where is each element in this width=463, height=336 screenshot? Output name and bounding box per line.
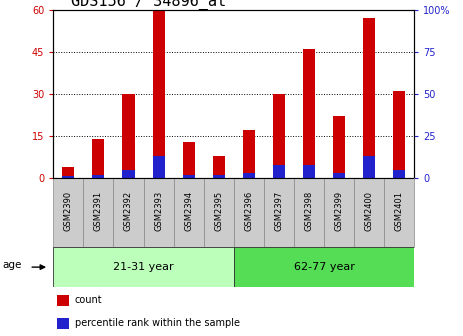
Bar — [273, 165, 285, 178]
Bar — [234, 247, 414, 287]
Bar — [53, 247, 234, 287]
Bar — [273, 94, 285, 178]
Bar — [354, 178, 384, 247]
Bar — [63, 167, 75, 178]
Bar — [294, 178, 324, 247]
Text: GSM2393: GSM2393 — [154, 191, 163, 231]
Text: GSM2398: GSM2398 — [305, 191, 313, 231]
Bar — [57, 318, 69, 329]
Text: GSM2399: GSM2399 — [335, 191, 344, 231]
Text: GSM2392: GSM2392 — [124, 191, 133, 231]
Text: GDS156 / 34896_at: GDS156 / 34896_at — [71, 0, 226, 10]
Bar — [394, 91, 406, 178]
Bar — [324, 178, 354, 247]
Text: 21-31 year: 21-31 year — [113, 262, 174, 272]
Bar — [213, 175, 225, 178]
Text: count: count — [75, 295, 102, 305]
Text: age: age — [3, 260, 22, 270]
Bar — [83, 178, 113, 247]
Bar — [53, 178, 83, 247]
Bar — [243, 130, 255, 178]
Bar — [243, 173, 255, 178]
Bar — [153, 10, 165, 178]
Bar — [363, 156, 375, 178]
Bar — [174, 178, 204, 247]
Bar — [333, 173, 345, 178]
Bar — [303, 165, 315, 178]
Text: percentile rank within the sample: percentile rank within the sample — [75, 318, 240, 328]
Bar — [182, 175, 195, 178]
Text: GSM2396: GSM2396 — [244, 191, 253, 231]
Bar — [213, 156, 225, 178]
Bar — [204, 178, 234, 247]
Bar — [93, 139, 105, 178]
Bar — [394, 170, 406, 178]
Bar — [63, 176, 75, 178]
Text: GSM2390: GSM2390 — [64, 191, 73, 231]
Bar — [122, 170, 135, 178]
Text: GSM2394: GSM2394 — [184, 191, 193, 231]
Bar — [363, 18, 375, 178]
Bar — [264, 178, 294, 247]
Text: GSM2397: GSM2397 — [275, 191, 283, 231]
Text: GSM2395: GSM2395 — [214, 191, 223, 231]
Bar — [93, 175, 105, 178]
Text: 62-77 year: 62-77 year — [294, 262, 355, 272]
Bar — [234, 178, 264, 247]
Bar — [303, 49, 315, 178]
Bar — [182, 142, 195, 178]
Bar — [144, 178, 174, 247]
Bar — [113, 178, 144, 247]
Text: GSM2401: GSM2401 — [395, 191, 404, 231]
Bar — [153, 156, 165, 178]
Text: GSM2391: GSM2391 — [94, 191, 103, 231]
Bar — [333, 117, 345, 178]
Bar — [57, 295, 69, 306]
Bar — [384, 178, 414, 247]
Bar — [122, 94, 135, 178]
Text: GSM2400: GSM2400 — [365, 191, 374, 231]
